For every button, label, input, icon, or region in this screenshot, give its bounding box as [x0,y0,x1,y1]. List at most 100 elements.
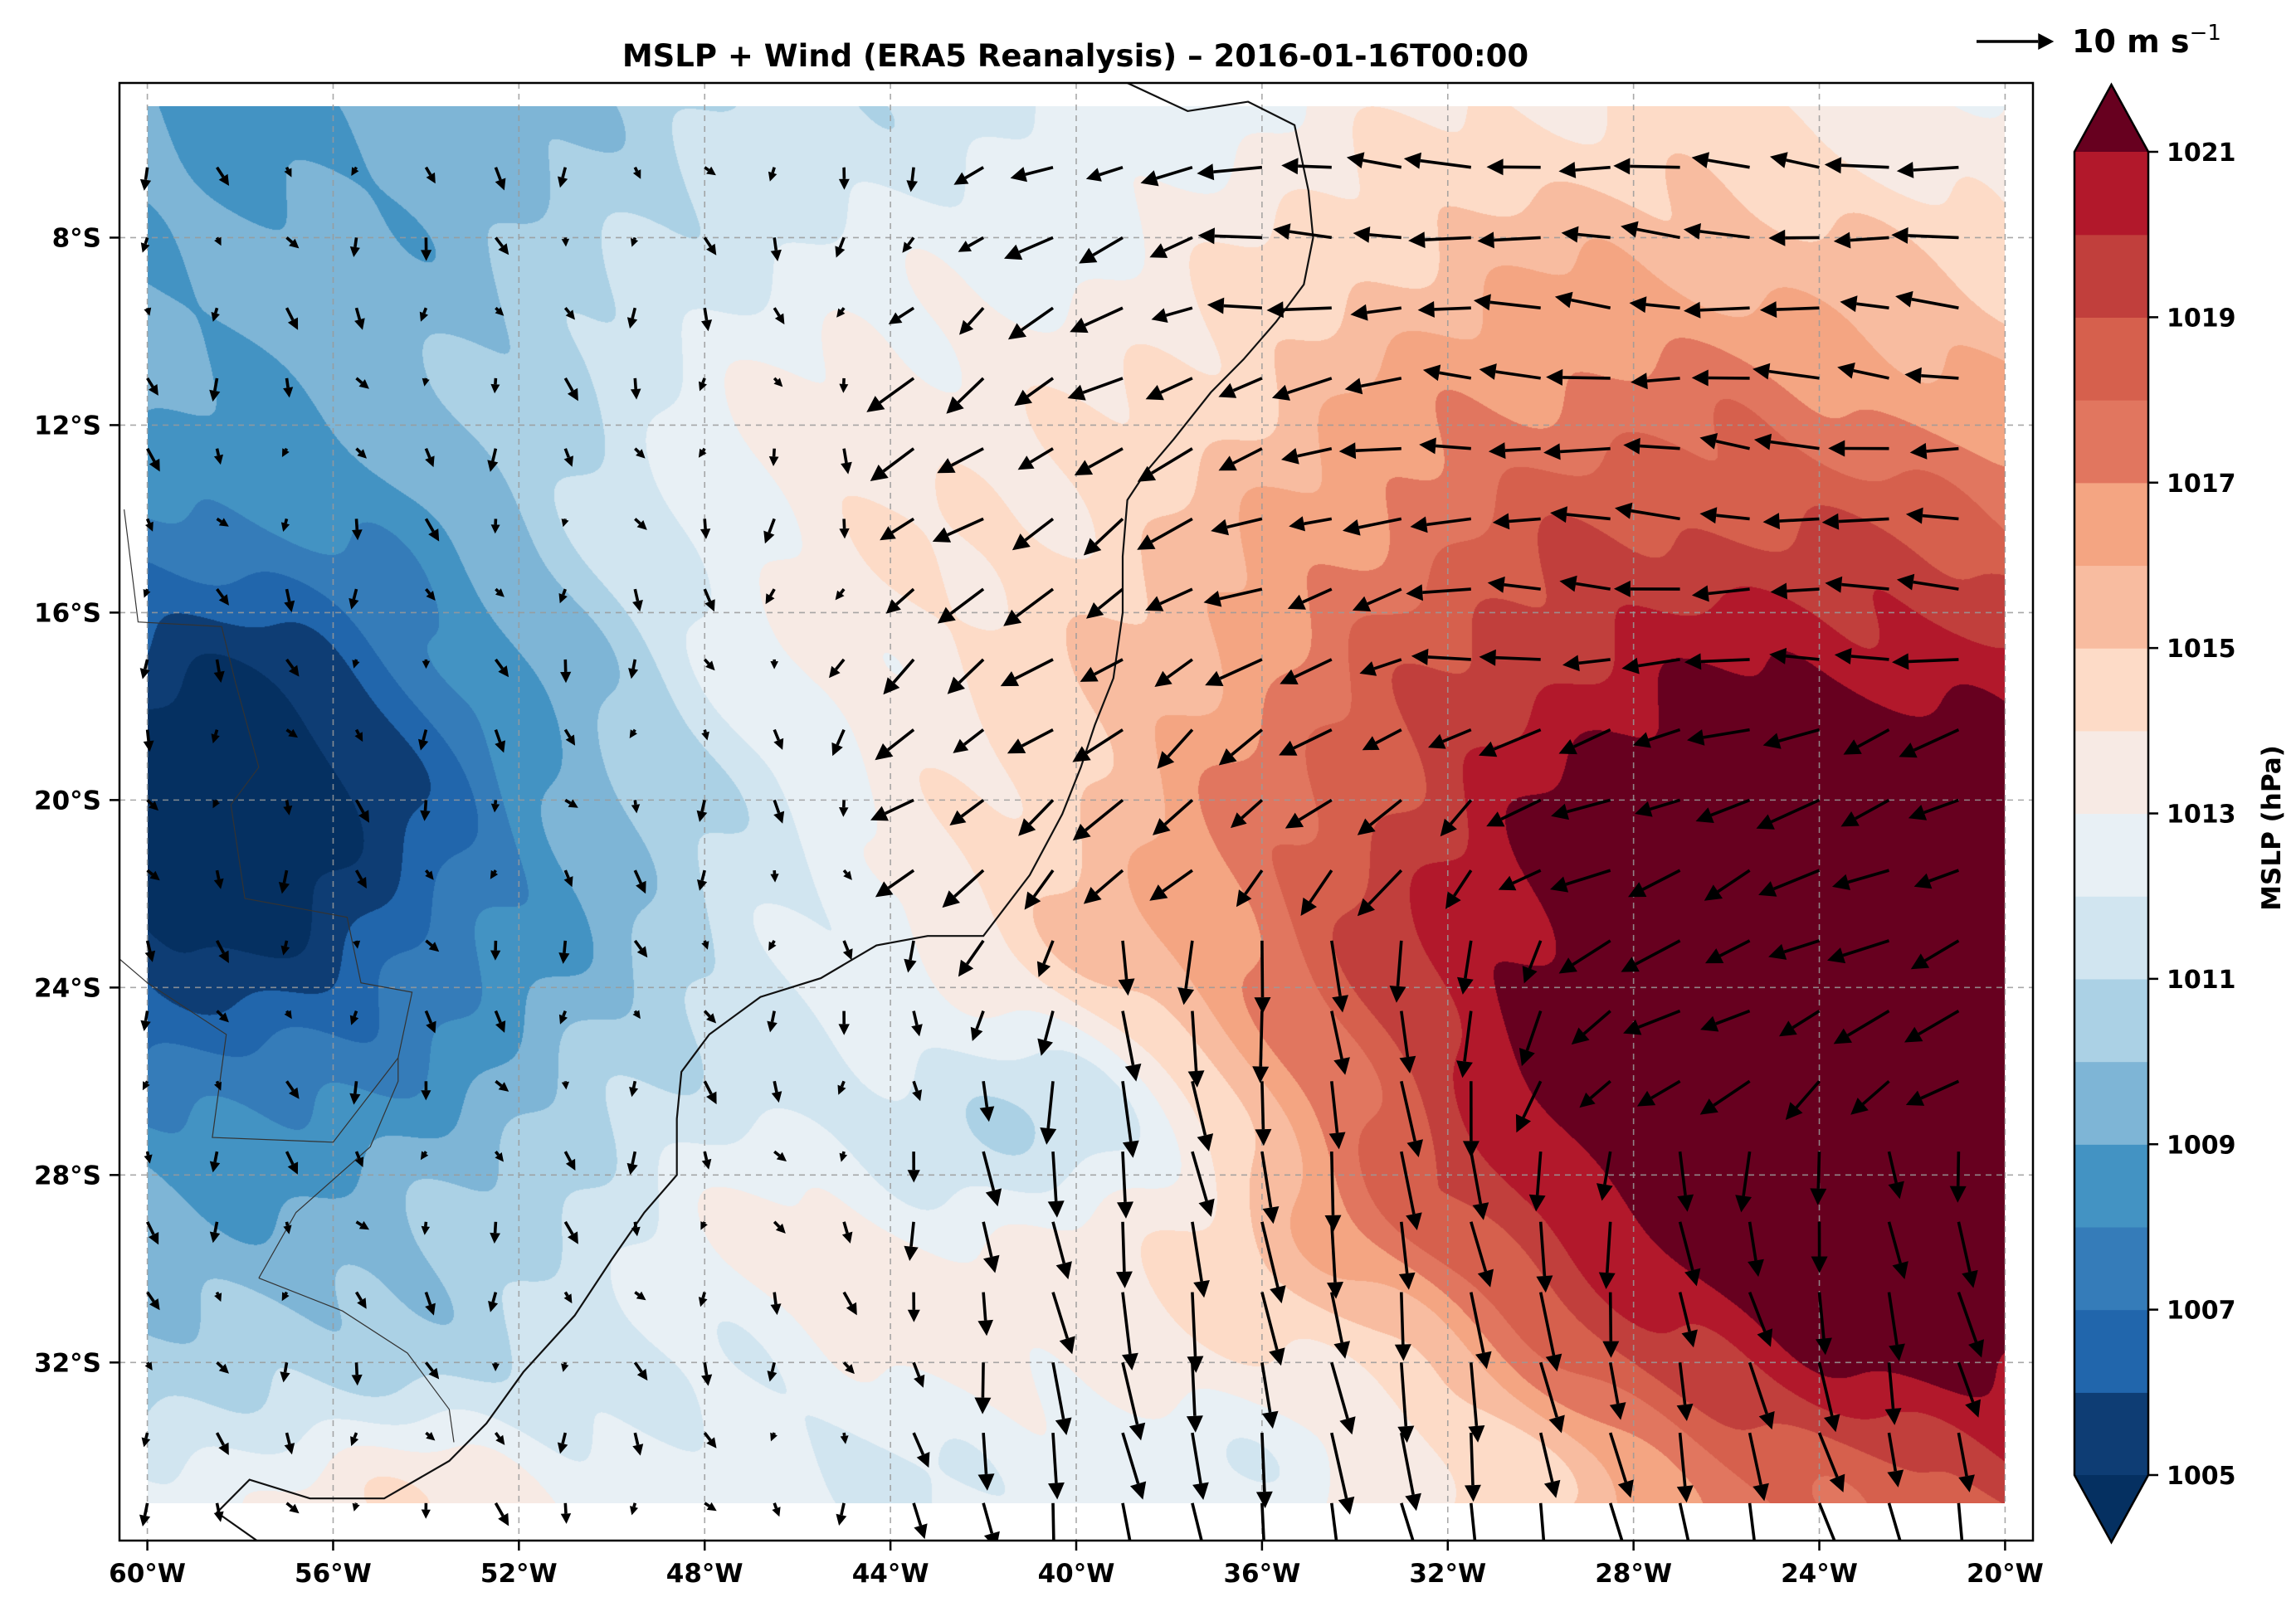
wind-vector-head [557,1442,568,1454]
wind-vector-head [1124,1064,1142,1082]
quiver-key: 10 m s−1 [1977,21,2221,60]
wind-vector-236 [1428,728,1472,749]
colorbar-tick-label: 1019 [2167,304,2236,333]
wind-vector-99 [1271,377,1333,401]
wind-vector-head [498,1512,509,1526]
wind-vector-452 [1470,1292,1492,1370]
wind-vector-head [561,519,569,528]
wind-vector-head [1014,389,1032,407]
wind-vector-head [421,1225,431,1235]
wind-vector-162 [1905,507,1959,524]
wind-vector-head [773,811,785,824]
wind-vector-shaft [1700,658,1750,664]
wind-vector-444 [907,1292,920,1322]
wind-vector-shaft [1589,1079,1611,1099]
wind-vector-head [418,738,429,751]
wind-vector-281 [842,869,852,880]
wind-vector-head [1904,1026,1923,1043]
wind-vector-282 [875,869,915,898]
wind-vector-head [426,172,436,184]
wind-vector-shaft [215,1080,220,1084]
wind-vector-shaft [1042,940,1055,965]
wind-vector-260 [1231,799,1264,829]
wind-vector-374 [1636,1079,1681,1107]
wind-vector-228 [875,728,915,761]
wind-vector-shaft [285,236,294,244]
wind-vector-head [1197,227,1215,245]
wind-vector-401 [1677,1151,1694,1212]
wind-vector-85 [355,377,369,389]
wind-vector-head [358,1220,369,1230]
wind-vector-shaft [768,518,776,533]
wind-vector-48 [1477,231,1541,249]
wind-vector-shaft [285,658,295,669]
wind-vector-shaft [633,377,637,390]
wind-vector-shaft [1748,1432,1762,1486]
wind-vector-366 [1121,1081,1139,1158]
wind-vector-head [1300,897,1317,916]
wind-vector-head [632,1010,641,1020]
wind-vector-shaft [982,1081,989,1108]
wind-vector-204 [1080,658,1124,682]
wind-vector-head [352,529,363,541]
wind-vector-133 [1753,433,1820,450]
wind-vector-shaft [145,518,151,524]
wind-vector-284 [1024,869,1055,910]
wind-vector-356 [421,1081,431,1101]
wind-vector-shaft [701,377,706,384]
wind-vector-head [1536,1275,1553,1293]
wind-vector-65 [836,307,846,318]
wind-vector-shaft [1778,728,1820,743]
wind-vector-shaft [1121,1292,1132,1355]
wind-vector-405 [1949,1151,1967,1203]
wind-vector-427 [1598,1221,1616,1289]
wind-vector-head [916,1452,930,1468]
wind-vector-head [772,1507,781,1517]
wind-vector-19 [1346,152,1402,169]
wind-vector-head [490,524,500,534]
x-tick-label: 60°W [109,1559,186,1589]
wind-vector-147 [880,517,915,541]
wind-vector-shaft [145,729,150,742]
wind-vector-head [902,241,913,253]
wind-vector-head [1834,648,1852,665]
wind-vector-head [1422,364,1441,382]
wind-vector-324 [1910,939,1960,970]
wind-vector-head [949,810,967,825]
x-tick-label: 44°W [852,1559,929,1589]
wind-vector-head [209,1161,221,1173]
wind-vector-head [1683,1551,1699,1569]
colorbar-segment [2074,152,2148,236]
wind-vector-head [1271,384,1290,401]
wind-vector-shaft [1922,514,1959,521]
y-tick-label: 16°S [34,598,101,628]
wind-vector-head [904,958,917,973]
wind-vector-252 [696,799,708,822]
wind-vector-head [632,600,643,612]
wind-vector-head [770,874,779,883]
wind-vector-shaft [1400,1362,1408,1427]
wind-vector-shaft [634,447,641,454]
wind-vector-head [218,1012,229,1023]
wind-vector-shaft [1504,446,1541,452]
wind-vector-239 [1632,728,1681,748]
wind-vector-head [983,1254,1000,1273]
wind-vector-433 [146,1291,160,1311]
wind-vector-head [1699,433,1718,450]
wind-vector-head [1456,1060,1473,1078]
wind-vector-317 [1457,940,1474,995]
wind-vector-shaft [1887,1362,1895,1410]
wind-vector-shaft [1913,728,1960,752]
wind-vector-head [1037,1038,1053,1056]
wind-vector-head [1635,801,1653,817]
wind-vector-head [490,803,500,813]
wind-vector-shaft [355,1220,363,1227]
wind-vector-369 [1328,1081,1346,1150]
wind-vector-head [1079,247,1098,264]
wind-vector-325 [140,1010,151,1031]
wind-vector-head [1186,1415,1203,1433]
wind-vector-shaft [424,1361,434,1372]
wind-vector-438 [488,1292,499,1312]
wind-vector-head [1145,385,1164,401]
wind-vector-head [1623,437,1640,455]
